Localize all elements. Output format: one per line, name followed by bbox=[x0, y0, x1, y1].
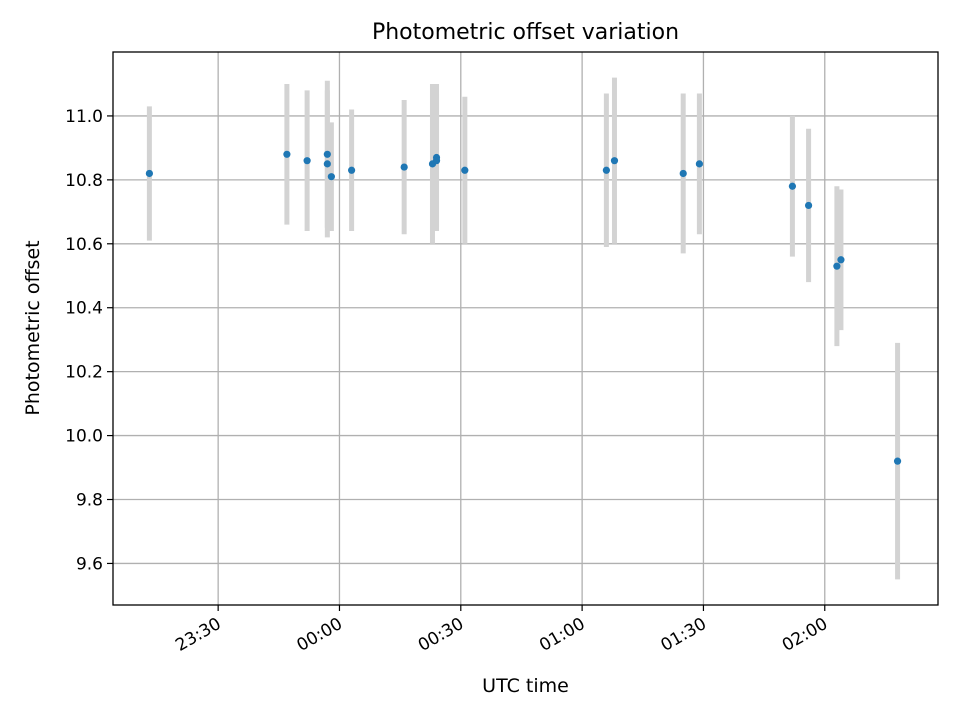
x-axis: 23:30 00:00 00:30 01:00 01:30 02:00 bbox=[172, 605, 831, 656]
data-point bbox=[837, 256, 845, 264]
y-tick-label: 10.2 bbox=[65, 363, 103, 383]
plot-frame bbox=[112, 51, 939, 606]
y-tick-label: 9.6 bbox=[76, 554, 103, 574]
data-point bbox=[145, 169, 153, 178]
error-bars bbox=[146, 77, 901, 580]
data-point bbox=[833, 262, 841, 270]
data-point bbox=[695, 160, 703, 168]
data-points bbox=[145, 150, 902, 465]
y-tick-label: 10.6 bbox=[65, 235, 103, 255]
y-axis: 9.6 9.8 10.0 10.2 10.4 10.6 10.8 11.0 bbox=[65, 107, 113, 574]
x-tick-label: 00:00 bbox=[294, 614, 346, 656]
data-point bbox=[679, 169, 687, 178]
y-tick-label: 10.8 bbox=[65, 171, 103, 191]
x-tick-label: 23:30 bbox=[172, 614, 224, 656]
data-point bbox=[303, 157, 311, 165]
data-point bbox=[327, 173, 335, 181]
data-point bbox=[461, 166, 469, 174]
data-point bbox=[610, 157, 619, 165]
chart-title: Photometric offset variation bbox=[372, 20, 679, 45]
y-tick-label: 10.0 bbox=[65, 427, 103, 447]
x-tick-label: 01:30 bbox=[658, 614, 710, 656]
x-axis-label: UTC time bbox=[482, 675, 569, 697]
data-point bbox=[283, 150, 291, 158]
y-tick-label: 11.0 bbox=[65, 107, 103, 127]
data-point bbox=[400, 163, 408, 171]
data-point bbox=[602, 166, 610, 174]
grid bbox=[113, 52, 938, 605]
data-point bbox=[893, 457, 902, 465]
data-point bbox=[323, 160, 331, 168]
data-point bbox=[348, 166, 356, 174]
data-point bbox=[432, 157, 441, 165]
y-tick-label: 10.4 bbox=[65, 299, 103, 319]
x-tick-label: 02:00 bbox=[779, 614, 831, 656]
data-point bbox=[323, 150, 331, 158]
y-tick-label: 9.8 bbox=[76, 491, 103, 511]
x-tick-label: 01:00 bbox=[536, 614, 588, 656]
x-tick-label: 00:30 bbox=[415, 614, 467, 656]
data-point bbox=[804, 201, 813, 210]
data-point bbox=[788, 182, 797, 190]
y-axis-label: Photometric offset bbox=[22, 240, 44, 415]
